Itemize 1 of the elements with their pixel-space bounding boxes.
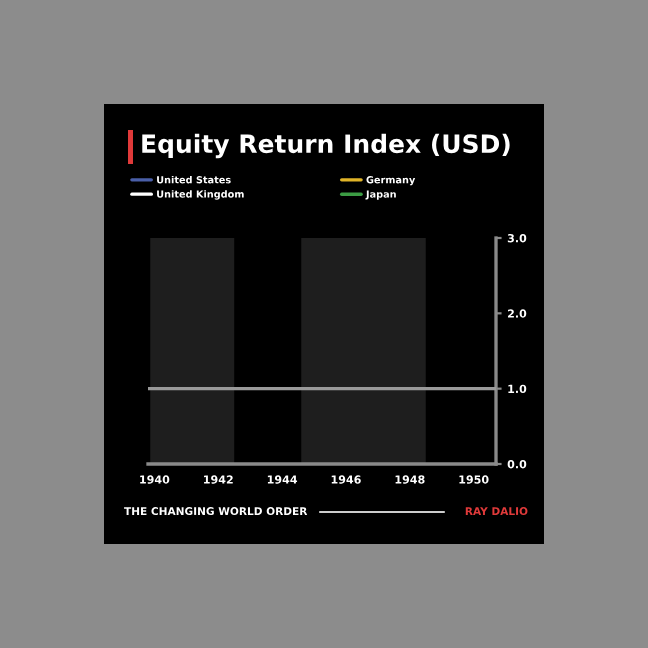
chart-title: Equity Return Index (USD) [142, 133, 510, 159]
